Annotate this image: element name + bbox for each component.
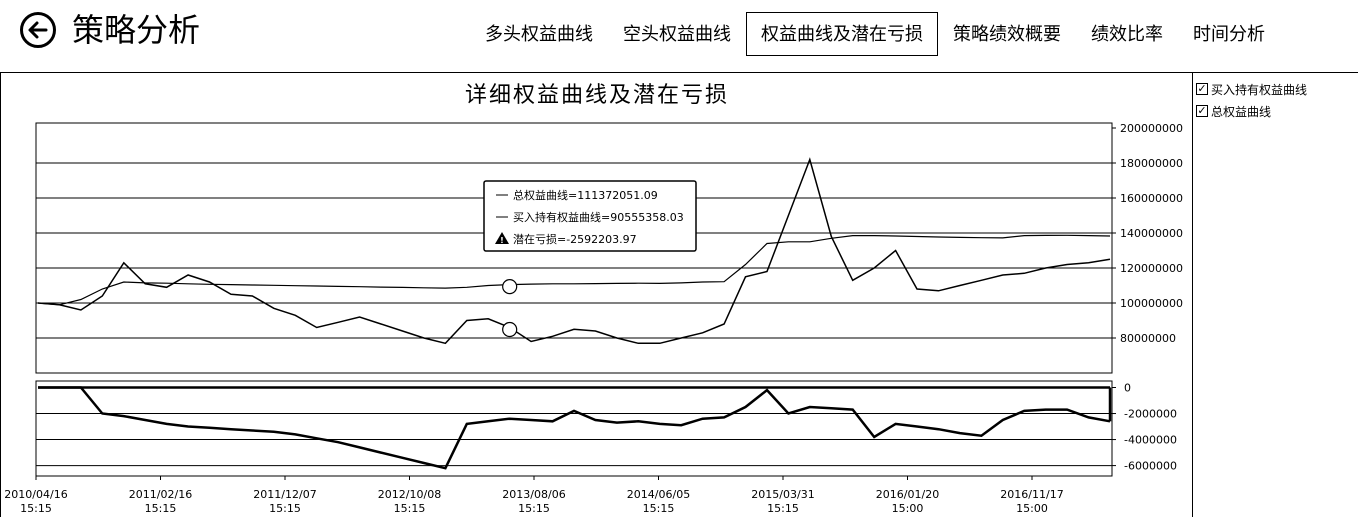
- x-tick-time: 15:15: [394, 502, 426, 515]
- tooltip-box: [483, 180, 697, 252]
- x-tick-date: 2010/04/16: [4, 488, 67, 501]
- y-tick-label: 140000000: [1120, 227, 1183, 240]
- plot-area-top: [35, 122, 1113, 374]
- x-tick-time: 15:15: [145, 502, 177, 515]
- x-tick-time: 15:15: [20, 502, 52, 515]
- y-tick-label: 180000000: [1120, 157, 1183, 170]
- checkbox-checked-icon[interactable]: ✓: [1196, 104, 1208, 117]
- arrow-left-icon: [28, 21, 48, 39]
- y-tick-label: 0: [1124, 382, 1131, 395]
- y-tick-label: 160000000: [1120, 192, 1183, 205]
- toggle-label: 总权益曲线: [1211, 104, 1272, 119]
- buy-hold-equity-line: [37, 234, 1111, 306]
- tab-performance-ratios[interactable]: 绩效比率: [1091, 24, 1163, 45]
- x-tick-date: 2016/01/20: [876, 488, 939, 501]
- tab-long-equity[interactable]: 多头权益曲线: [485, 24, 593, 45]
- x-tick-time: 15:15: [269, 502, 301, 515]
- x-tick-date: 2013/08/06: [502, 488, 565, 501]
- x-tick-time: 15:15: [767, 502, 799, 515]
- tab-time-analysis[interactable]: 时间分析: [1193, 24, 1265, 45]
- drawdown-line: [38, 386, 1111, 470]
- tab-performance-summary[interactable]: 策略绩效概要: [953, 24, 1061, 45]
- total-equity-line: [37, 157, 1111, 345]
- tooltip-drawdown: 潜在亏损=-2592203.97: [513, 232, 637, 246]
- back-button[interactable]: [20, 12, 56, 48]
- equity-drawdown-chart: 详细权益曲线及潜在亏损 200000000 180000000 160000000 1…: [4, 83, 1183, 515]
- toggle-buy-hold-equity[interactable]: ✓ 买入持有权益曲线: [1196, 78, 1356, 100]
- cursor-marker: [502, 321, 518, 338]
- tooltip-total-equity: 总权益曲线=111372051.09: [513, 188, 658, 202]
- x-tick-date: 2011/12/07: [253, 488, 316, 501]
- y-tick-label: 200000000: [1120, 122, 1183, 135]
- x-tick-time: 15:00: [1016, 502, 1048, 515]
- cursor-marker: [502, 279, 518, 295]
- checkbox-checked-icon[interactable]: ✓: [1196, 82, 1208, 95]
- toggle-label: 买入持有权益曲线: [1211, 82, 1308, 97]
- tooltip-buy-hold-equity: 买入持有权益曲线=90555358.03: [513, 210, 684, 224]
- tab-equity-drawdown[interactable]: 权益曲线及潜在亏损: [746, 12, 938, 56]
- data-tooltip: 总权益曲线=111372051.09 买入持有权益曲线=90555358.03! 潜…: [483, 180, 697, 252]
- header-bar: 策略分析 多头权益曲线 空头权益曲线 权益曲线及潜在亏损 策略绩效概要 绩效比率…: [0, 0, 1358, 73]
- x-tick-date: 2012/10/08: [378, 488, 441, 501]
- warning-icon-mark: !: [500, 236, 504, 245]
- page-title: 策略分析: [72, 11, 201, 49]
- y-tick-label: -2000000: [1124, 408, 1177, 421]
- y-tick-label: 80000000: [1120, 332, 1176, 345]
- y-tick-label: 100000000: [1120, 297, 1183, 310]
- warning-icon: [495, 232, 509, 244]
- y-tick-label: 120000000: [1120, 262, 1183, 275]
- toggle-total-equity[interactable]: ✓ 总权益曲线: [1196, 100, 1356, 122]
- plot-area-bottom: [35, 380, 1113, 477]
- x-tick-time: 15:15: [643, 502, 675, 515]
- x-tick-time: 15:15: [518, 502, 550, 515]
- x-tick-date: 2014/06/05: [627, 488, 690, 501]
- chart-title: 详细权益曲线及潜在亏损: [465, 83, 729, 108]
- series-toggle-panel: ✓ 买入持有权益曲线 ✓ 总权益曲线: [1196, 78, 1356, 122]
- x-tick-date: 2015/03/31: [751, 488, 814, 501]
- x-tick-date: 2016/11/17: [1000, 488, 1063, 501]
- y-tick-label: -4000000: [1124, 434, 1177, 447]
- tab-bar: 多头权益曲线 空头权益曲线 权益曲线及潜在亏损 策略绩效概要 绩效比率 时间分析: [470, 12, 1280, 58]
- x-tick-time: 15:00: [892, 502, 924, 515]
- x-tick-date: 2011/02/16: [129, 488, 192, 501]
- y-tick-label: -6000000: [1124, 460, 1177, 473]
- tab-short-equity[interactable]: 空头权益曲线: [623, 24, 731, 45]
- chart-panel: [0, 72, 1193, 517]
